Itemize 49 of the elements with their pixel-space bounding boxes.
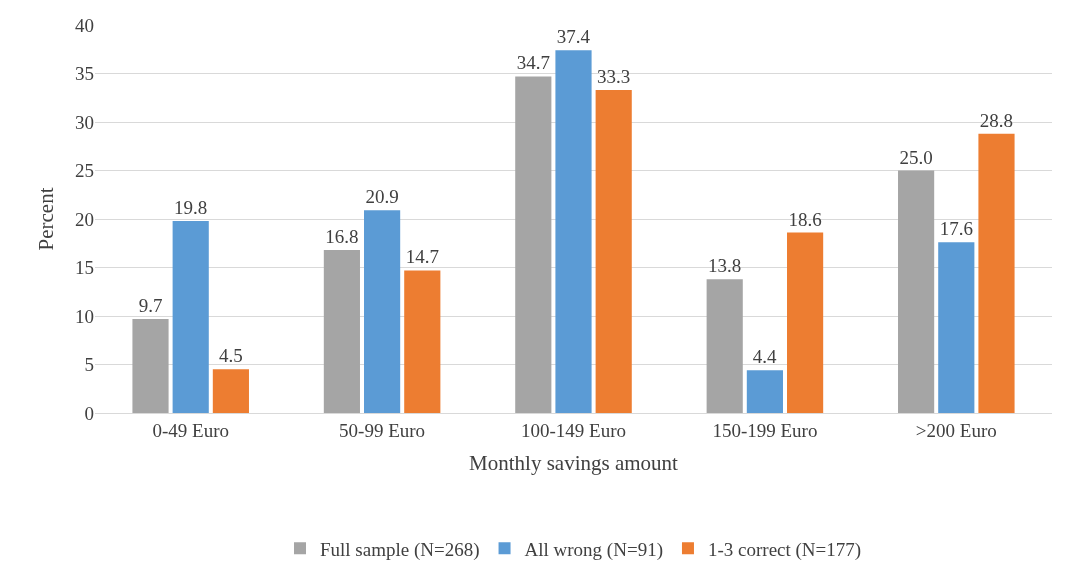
- text: 37.4: [556, 26, 590, 48]
- bar: [555, 50, 592, 413]
- text: 14.7: [405, 246, 439, 268]
- y-tick-label: 40: [75, 14, 94, 36]
- text: 4.5: [219, 345, 243, 367]
- text: 13.8: [708, 255, 742, 277]
- text: 33.3: [597, 65, 631, 87]
- x-tick-label: 150-199 Euro: [712, 419, 818, 441]
- text: 20.9: [365, 186, 399, 208]
- y-tick-label: 0: [84, 402, 94, 424]
- y-tick-label: 25: [75, 160, 94, 182]
- bar: [212, 369, 249, 413]
- text: 19.8: [174, 196, 208, 218]
- bar: [364, 210, 401, 413]
- y-axis-title: Percent: [34, 187, 59, 251]
- bar: [323, 250, 360, 413]
- x-tick-label: 50-99 Euro: [339, 419, 426, 441]
- text: 28.8: [979, 109, 1014, 131]
- text: 16.8: [325, 226, 359, 248]
- y-tick-label: 10: [75, 305, 94, 327]
- bar: [898, 170, 935, 413]
- text: 17.6: [939, 218, 973, 240]
- bar: [706, 279, 743, 413]
- bar: [978, 133, 1015, 413]
- y-tick-label: 5: [84, 354, 94, 376]
- bar: [172, 220, 209, 413]
- legend-label: All wrong (N=91): [524, 538, 663, 561]
- text: 18.6: [788, 208, 822, 230]
- text: 34.7: [516, 52, 550, 74]
- x-tick-label: 0-49 Euro: [152, 419, 229, 441]
- bar: [132, 318, 169, 413]
- text: 9.7: [138, 294, 163, 316]
- bar: [404, 270, 441, 413]
- x-tick-label: >200 Euro: [915, 419, 997, 441]
- x-axis-title: Monthly savings amount: [469, 451, 679, 475]
- text: 4.4: [752, 346, 777, 368]
- legend-label: 1-3 correct (N=177): [707, 538, 862, 561]
- bar: [595, 89, 632, 413]
- y-tick-label: 35: [75, 63, 94, 85]
- x-tick-label: 100-149 Euro: [520, 419, 627, 441]
- y-tick-label: 15: [75, 257, 94, 279]
- bar: [515, 76, 552, 413]
- text: 25.0: [899, 146, 933, 168]
- legend-label: Full sample (N=268): [320, 538, 480, 561]
- y-tick-label: 20: [75, 208, 94, 230]
- bar: [938, 242, 975, 413]
- y-tick-label: 30: [75, 111, 94, 133]
- bar: [787, 232, 824, 413]
- bar: [746, 370, 783, 413]
